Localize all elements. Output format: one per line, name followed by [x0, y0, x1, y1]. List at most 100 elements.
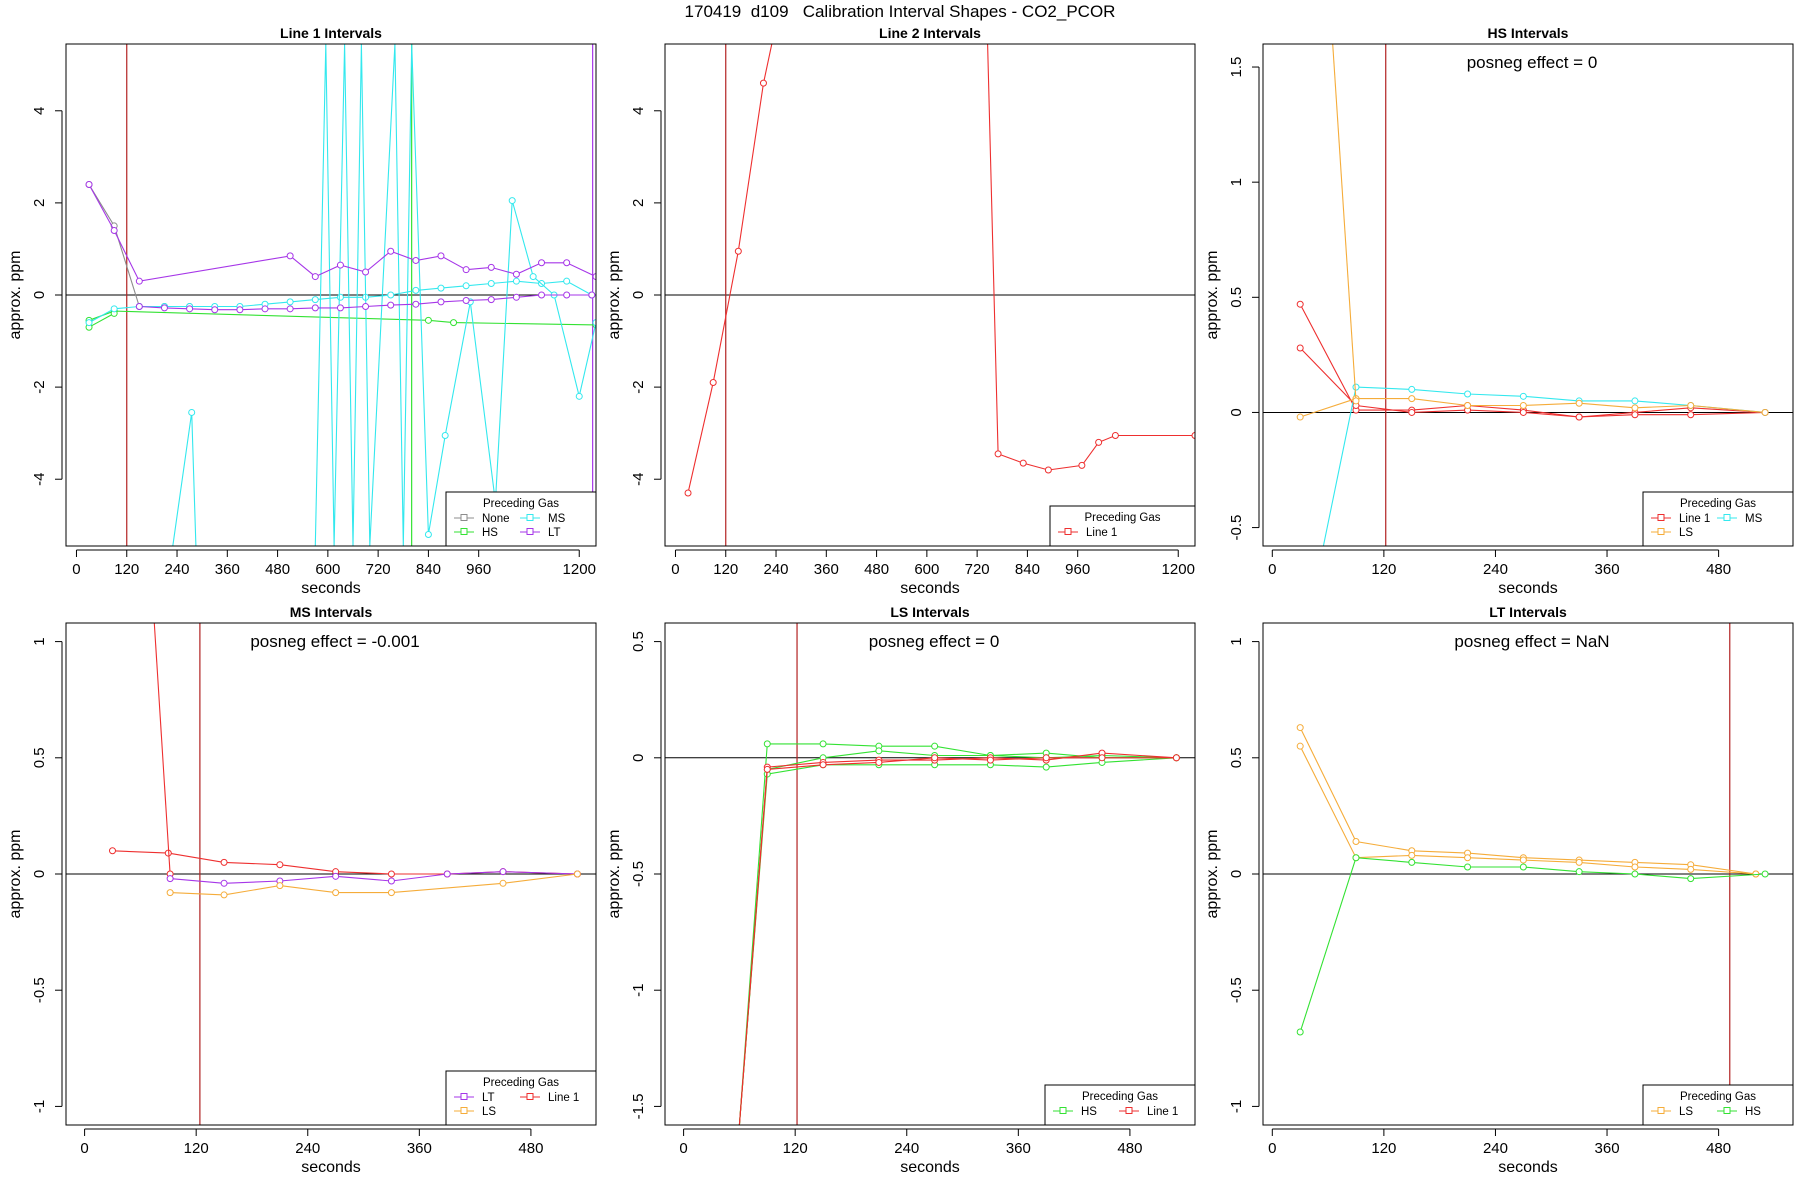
legend-entry-label: Line 1	[1147, 1106, 1178, 1118]
x-tick-label: 480	[1117, 1140, 1142, 1157]
chart-panel-4: MS Intervals 0 120 240 360 480 seconds -1 -0.5 0 0…	[7, 604, 597, 1176]
data-point	[1464, 402, 1472, 410]
data-point	[1098, 754, 1106, 762]
data-point	[1631, 411, 1639, 419]
legend-entry-label: None	[482, 513, 510, 525]
data-point	[443, 870, 451, 878]
legend-swatch-marker	[460, 528, 468, 535]
legend-title: Preceding Gas	[483, 1077, 559, 1089]
data-point	[563, 291, 571, 299]
y-tick-label: 0	[1228, 408, 1245, 416]
data-point	[487, 263, 495, 271]
chart-title: MS Intervals	[290, 604, 373, 620]
data-point	[1296, 344, 1304, 352]
data-point	[286, 298, 294, 306]
data-point	[1575, 413, 1583, 421]
posneg-annotation: posneg effect = -0.001	[250, 632, 419, 651]
legend-box	[1049, 505, 1196, 547]
legend-swatch-marker	[526, 1093, 534, 1100]
chart-title: Line 1 Intervals	[280, 25, 382, 41]
data-point	[311, 273, 319, 281]
data-point	[1352, 837, 1360, 845]
series-line	[1299, 727, 1756, 875]
y-tick-label: -1.5	[630, 1093, 647, 1119]
data-point	[1575, 858, 1583, 866]
data-point	[387, 889, 395, 897]
legend-box	[1642, 1084, 1794, 1126]
series-group	[684, 44, 1195, 497]
data-point	[1042, 754, 1050, 762]
data-point	[709, 379, 717, 387]
data-point	[336, 261, 344, 269]
series-group	[738, 740, 1180, 1125]
data-point	[220, 879, 228, 887]
series-line	[738, 757, 1177, 1125]
legend-box	[445, 1070, 597, 1126]
data-point	[563, 277, 571, 285]
data-point	[499, 868, 507, 876]
data-point	[1631, 863, 1639, 871]
plot-frame	[1262, 43, 1794, 547]
x-tick-label: 120	[1371, 561, 1396, 578]
legend-entry-label: LS	[1679, 1106, 1693, 1118]
x-axis-label: seconds	[1498, 1159, 1558, 1176]
data-point	[875, 758, 883, 766]
y-tick-label: -1	[630, 984, 647, 997]
data-point	[220, 891, 228, 899]
y-tick-label: 1.5	[1228, 57, 1245, 78]
x-tick-label: 240	[894, 1140, 919, 1157]
data-point	[986, 756, 994, 764]
x-tick-label: 480	[518, 1140, 543, 1157]
x-tick-label: 480	[1706, 1140, 1731, 1157]
data-point	[1296, 742, 1304, 750]
y-tick-label: -4	[630, 473, 647, 486]
data-point	[1761, 870, 1769, 878]
data-point	[1408, 385, 1416, 393]
data-point	[311, 296, 319, 304]
legend-swatch-marker	[526, 514, 534, 521]
series-line	[153, 623, 171, 875]
x-tick-label: 1200	[1162, 561, 1195, 578]
legend-swatch-marker	[1723, 514, 1731, 521]
data-point	[387, 247, 395, 255]
data-point	[512, 277, 520, 285]
data-point	[1519, 392, 1527, 400]
data-point	[763, 740, 771, 748]
data-point	[110, 305, 118, 313]
data-point	[1519, 856, 1527, 864]
legend-title: Preceding Gas	[1680, 498, 1756, 510]
x-axis-label: seconds	[301, 580, 361, 597]
series-line	[1299, 303, 1766, 418]
y-tick-label: 2	[630, 199, 647, 207]
data-point	[931, 754, 939, 762]
data-point	[286, 305, 294, 313]
data-point	[1519, 402, 1527, 410]
x-tick-label: 360	[814, 561, 839, 578]
data-point	[332, 872, 340, 880]
data-point	[1408, 408, 1416, 416]
x-tick-label: 960	[1065, 561, 1090, 578]
data-point	[276, 861, 284, 869]
x-tick-label: 0	[679, 1140, 687, 1157]
legend-title: Preceding Gas	[1082, 1091, 1158, 1103]
legend-entry-label: HS	[482, 527, 498, 539]
legend: Preceding Gas None MS HS LT	[445, 491, 597, 547]
y-tick-label: 1	[31, 637, 48, 645]
chart-title: LT Intervals	[1489, 604, 1567, 620]
x-tick-label: 120	[783, 1140, 808, 1157]
series-line	[987, 44, 1195, 471]
posneg-annotation: posneg effect = 0	[869, 632, 1000, 651]
data-point	[1464, 390, 1472, 398]
y-tick-label: 0	[1228, 870, 1245, 878]
legend: Preceding Gas HS Line 1	[1044, 1084, 1196, 1126]
y-axis-label: approx. ppm	[606, 251, 623, 340]
x-tick-label: 480	[1706, 561, 1731, 578]
x-tick-label: 360	[407, 1140, 432, 1157]
plot-frame	[65, 622, 597, 1126]
y-tick-label: 0.5	[1228, 747, 1245, 768]
legend: Preceding Gas LS HS	[1642, 1084, 1794, 1126]
series-line	[88, 184, 190, 308]
y-tick-label: 0.5	[31, 747, 48, 768]
